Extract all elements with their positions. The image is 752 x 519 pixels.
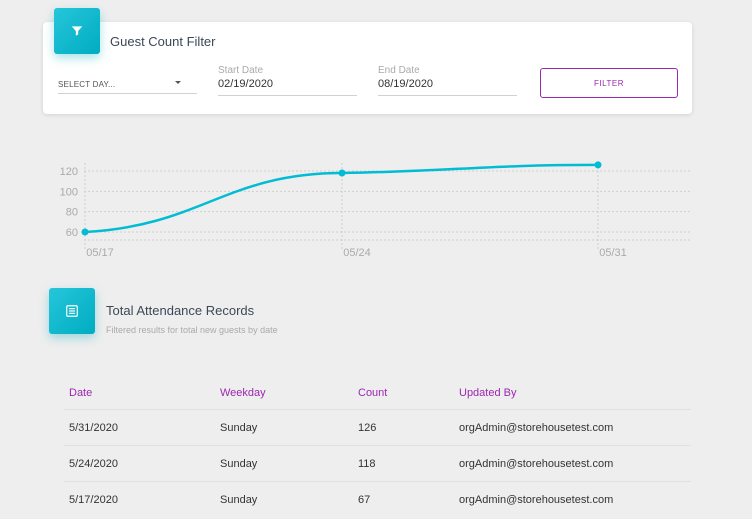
cell-date: 5/17/2020	[69, 494, 118, 506]
column-header-count[interactable]: Count	[358, 387, 388, 399]
filter-button[interactable]: FILTER	[540, 68, 678, 98]
table-row: 5/31/2020 Sunday 126 orgAdmin@storehouse…	[64, 410, 691, 446]
filter-icon	[54, 8, 100, 54]
x-tick-label: 05/31	[599, 247, 627, 259]
cell-weekday: Sunday	[220, 422, 258, 434]
day-select[interactable]: SELECT DAY...	[58, 75, 197, 94]
y-tick-label: 80	[66, 207, 78, 219]
table-row: 5/17/2020 Sunday 67 orgAdmin@storehouset…	[64, 482, 691, 517]
y-tick-label: 120	[60, 166, 78, 178]
x-tick-label: 05/17	[86, 247, 114, 259]
cell-weekday: Sunday	[220, 494, 258, 506]
y-tick-label: 100	[60, 186, 78, 198]
data-point	[594, 161, 602, 169]
data-point	[338, 169, 346, 177]
start-date-field[interactable]: Start Date 02/19/2020	[218, 65, 357, 96]
start-date-label: Start Date	[218, 65, 264, 76]
table-header-row: Date Weekday Count Updated By	[64, 375, 691, 410]
cell-count: 118	[358, 458, 376, 470]
end-date-value: 08/19/2020	[378, 78, 434, 90]
cell-updated-by: orgAdmin@storehousetest.com	[459, 422, 614, 434]
cell-weekday: Sunday	[220, 458, 258, 470]
end-date-field[interactable]: End Date 08/19/2020	[378, 65, 517, 96]
guest-count-line-chart: 60 80 100 120 05/17 05/24 05/31	[60, 161, 690, 259]
x-tick-label: 05/24	[343, 247, 371, 259]
cell-updated-by: orgAdmin@storehousetest.com	[459, 494, 614, 506]
column-header-date[interactable]: Date	[69, 387, 93, 399]
cell-count: 67	[358, 494, 371, 506]
end-date-label: End Date	[378, 65, 420, 76]
table-icon	[49, 288, 95, 334]
day-select-value: SELECT DAY...	[58, 80, 116, 89]
filter-card-title: Guest Count Filter	[110, 34, 216, 49]
column-header-weekday[interactable]: Weekday	[220, 387, 266, 399]
data-point	[81, 228, 89, 236]
cell-updated-by: orgAdmin@storehousetest.com	[459, 458, 614, 470]
records-card-subtitle: Filtered results for total new guests by…	[106, 325, 278, 335]
chevron-down-icon	[175, 81, 181, 84]
start-date-value: 02/19/2020	[218, 78, 274, 90]
cell-date: 5/24/2020	[69, 458, 118, 470]
cell-date: 5/31/2020	[69, 422, 118, 434]
column-header-updated-by[interactable]: Updated By	[459, 387, 517, 399]
attendance-table: Date Weekday Count Updated By 5/31/2020 …	[64, 375, 691, 517]
records-card-title: Total Attendance Records	[106, 303, 255, 318]
y-tick-label: 60	[66, 227, 78, 239]
cell-count: 126	[358, 422, 377, 434]
table-row: 5/24/2020 Sunday 118 orgAdmin@storehouse…	[64, 446, 691, 482]
